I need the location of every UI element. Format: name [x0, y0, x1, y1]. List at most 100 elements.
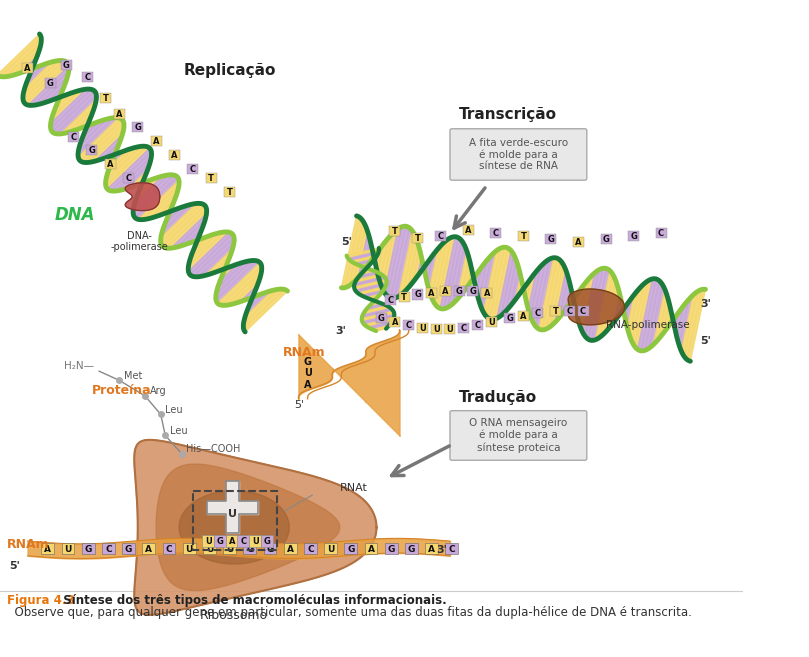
Bar — [435, 231, 447, 241]
Bar — [426, 543, 438, 554]
Polygon shape — [555, 270, 568, 323]
Polygon shape — [447, 240, 464, 307]
Polygon shape — [218, 263, 261, 305]
Polygon shape — [122, 163, 150, 190]
Polygon shape — [55, 93, 72, 110]
Polygon shape — [366, 305, 386, 310]
Polygon shape — [354, 226, 368, 283]
Polygon shape — [580, 273, 595, 332]
Bar — [389, 226, 400, 237]
Bar — [628, 231, 639, 241]
Text: RNAm: RNAm — [7, 539, 50, 551]
Polygon shape — [150, 192, 177, 218]
Polygon shape — [382, 229, 398, 292]
Polygon shape — [356, 284, 387, 292]
Bar — [104, 159, 116, 169]
Polygon shape — [363, 316, 394, 324]
Polygon shape — [364, 318, 394, 325]
Text: Met: Met — [124, 371, 142, 380]
Polygon shape — [108, 148, 151, 191]
Polygon shape — [248, 292, 265, 309]
Polygon shape — [111, 152, 151, 191]
Polygon shape — [108, 148, 135, 174]
Polygon shape — [368, 304, 383, 307]
Polygon shape — [352, 256, 377, 262]
Bar — [403, 320, 414, 330]
Bar — [417, 323, 428, 332]
Bar — [183, 543, 196, 554]
Polygon shape — [244, 289, 284, 328]
Polygon shape — [595, 271, 613, 340]
Polygon shape — [658, 296, 669, 340]
Polygon shape — [506, 261, 519, 311]
Polygon shape — [364, 266, 368, 268]
Polygon shape — [135, 177, 179, 219]
Text: U: U — [419, 323, 426, 332]
Polygon shape — [188, 232, 229, 271]
Polygon shape — [362, 290, 383, 296]
Polygon shape — [369, 303, 381, 306]
Polygon shape — [135, 176, 163, 203]
Polygon shape — [521, 284, 526, 293]
Polygon shape — [111, 150, 119, 158]
Polygon shape — [437, 237, 455, 309]
Bar — [22, 62, 33, 73]
Text: U: U — [447, 325, 453, 334]
FancyBboxPatch shape — [450, 129, 587, 180]
Bar — [188, 164, 198, 173]
Polygon shape — [353, 257, 376, 263]
Polygon shape — [489, 247, 508, 319]
Bar — [468, 286, 478, 296]
Polygon shape — [74, 114, 92, 130]
Polygon shape — [341, 216, 360, 288]
Bar — [226, 535, 238, 547]
Text: U: U — [228, 509, 237, 518]
Polygon shape — [79, 119, 108, 146]
Polygon shape — [365, 293, 381, 298]
Bar — [454, 286, 464, 296]
Polygon shape — [362, 313, 394, 322]
Polygon shape — [422, 262, 428, 275]
Polygon shape — [193, 236, 201, 244]
Bar — [260, 535, 273, 547]
Polygon shape — [479, 255, 492, 307]
Text: C: C — [534, 309, 540, 318]
Polygon shape — [125, 183, 160, 211]
Polygon shape — [604, 280, 618, 334]
Polygon shape — [481, 251, 497, 312]
Polygon shape — [67, 106, 95, 133]
Polygon shape — [371, 298, 376, 300]
Bar — [61, 60, 72, 70]
Polygon shape — [163, 204, 190, 231]
Bar — [413, 233, 423, 242]
Polygon shape — [19, 57, 37, 73]
Text: C: C — [105, 545, 112, 554]
Bar — [223, 543, 236, 554]
Polygon shape — [356, 260, 374, 265]
Text: A: A — [229, 537, 235, 545]
Polygon shape — [403, 235, 417, 294]
Polygon shape — [362, 312, 394, 320]
Bar — [545, 235, 557, 244]
Polygon shape — [362, 313, 394, 321]
Text: T: T — [208, 174, 214, 183]
Polygon shape — [546, 261, 563, 329]
Polygon shape — [467, 266, 473, 288]
Polygon shape — [493, 248, 511, 319]
Polygon shape — [391, 226, 409, 298]
Text: C: C — [405, 321, 412, 330]
Polygon shape — [138, 180, 179, 219]
Polygon shape — [106, 147, 146, 186]
Polygon shape — [232, 277, 260, 304]
Polygon shape — [484, 248, 501, 317]
Polygon shape — [133, 175, 177, 217]
Polygon shape — [78, 118, 122, 160]
Polygon shape — [28, 64, 44, 81]
Polygon shape — [654, 290, 667, 345]
Polygon shape — [363, 265, 369, 267]
Polygon shape — [354, 281, 387, 288]
Polygon shape — [358, 232, 370, 277]
Text: U: U — [64, 545, 72, 554]
Polygon shape — [362, 308, 392, 316]
Text: G: G — [388, 545, 395, 554]
